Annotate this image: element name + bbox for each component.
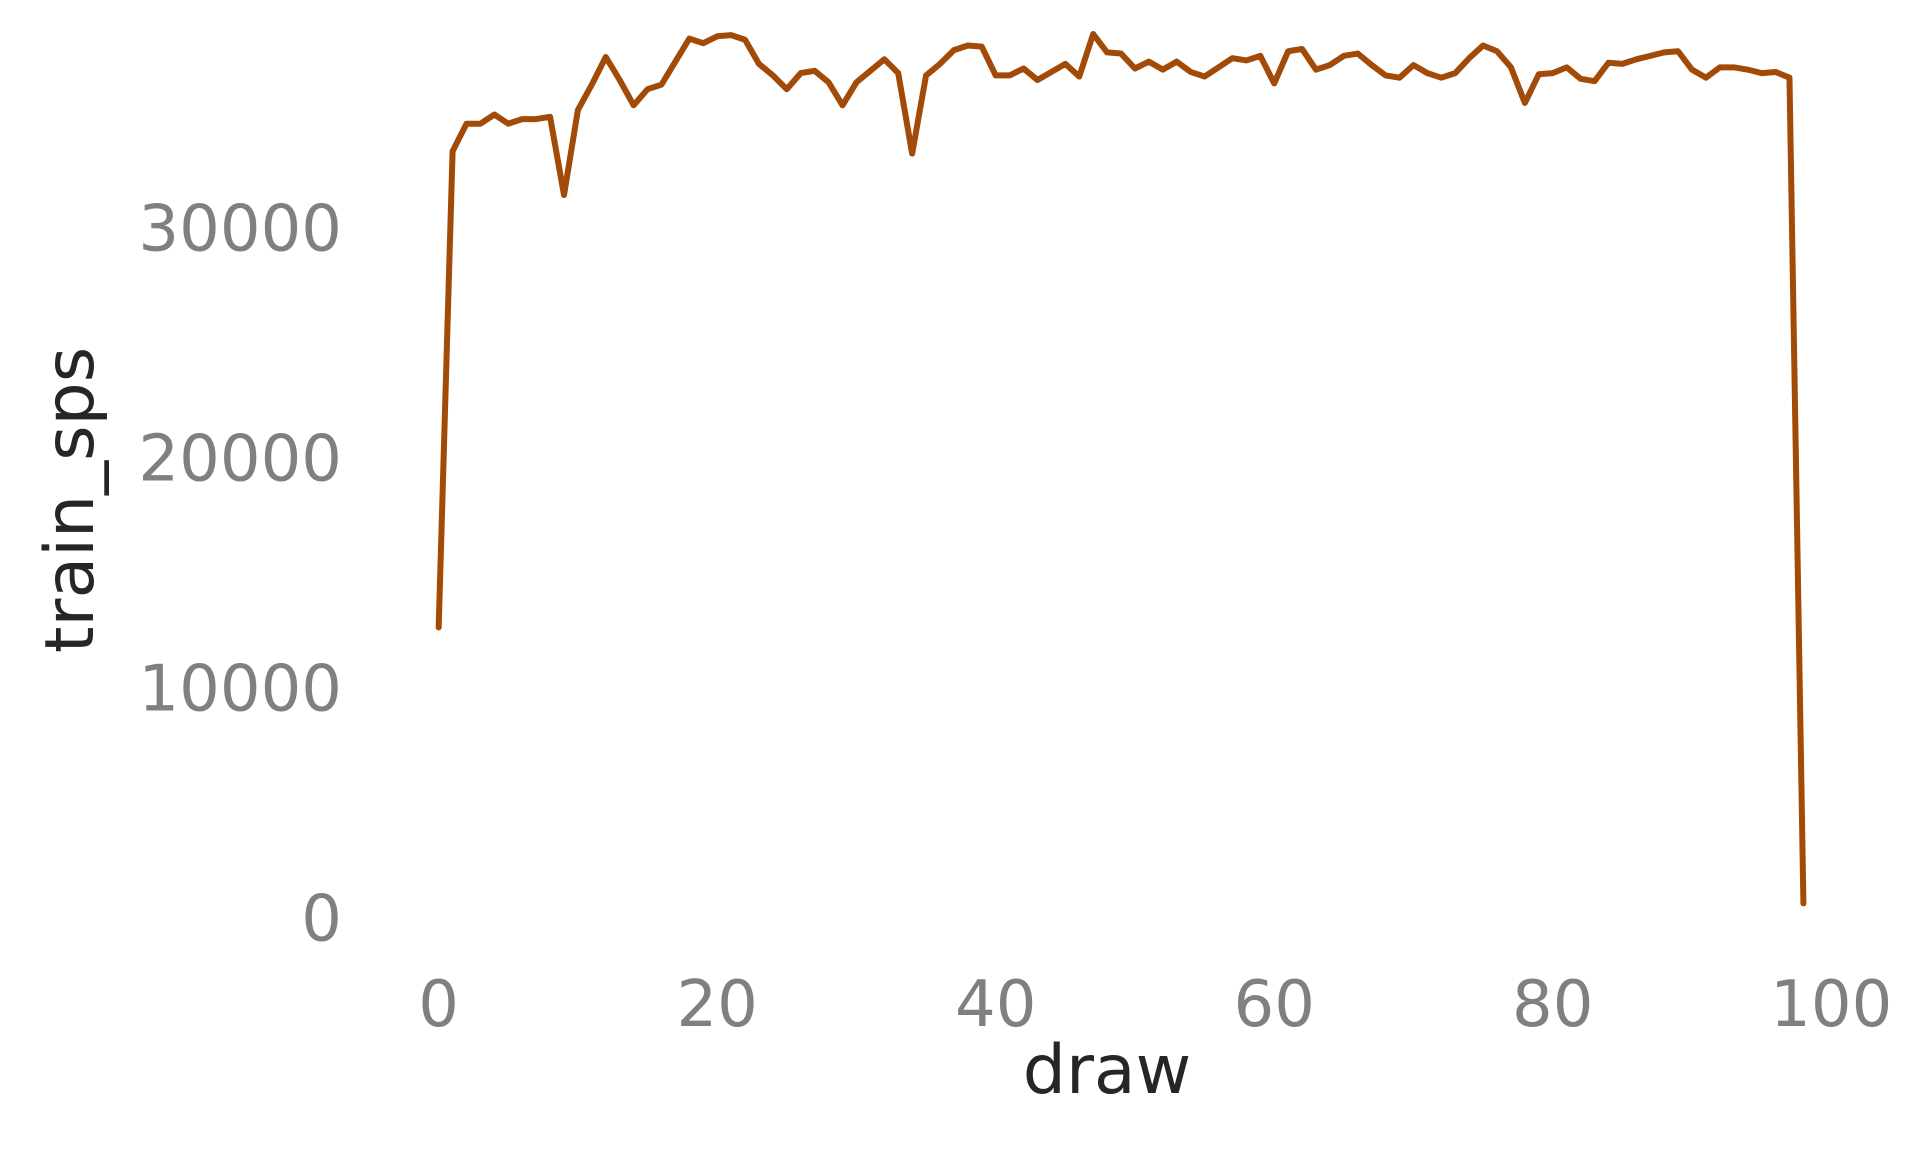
- series-group: [435, 31, 1807, 907]
- x-axis-label: draw: [1023, 1031, 1191, 1110]
- y-axis-label: train_sps: [31, 347, 110, 653]
- x-tick-label: 20: [676, 968, 757, 1042]
- x-tick-label: 80: [1512, 968, 1593, 1042]
- y-tick-label: 30000: [138, 193, 342, 267]
- x-tick-label: 60: [1234, 968, 1315, 1042]
- y-tick-label: 10000: [138, 653, 342, 727]
- x-tick-labels: 0 20 40 60 80 100: [418, 968, 1892, 1042]
- y-tick-label: 0: [301, 883, 342, 957]
- y-tick-label: 20000: [138, 423, 342, 497]
- y-tick-labels: 0 10000 20000 30000: [138, 193, 342, 957]
- x-tick-label: 100: [1770, 968, 1892, 1042]
- x-tick-label: 40: [955, 968, 1036, 1042]
- x-tick-label: 0: [418, 968, 459, 1042]
- series-line: [435, 31, 1807, 907]
